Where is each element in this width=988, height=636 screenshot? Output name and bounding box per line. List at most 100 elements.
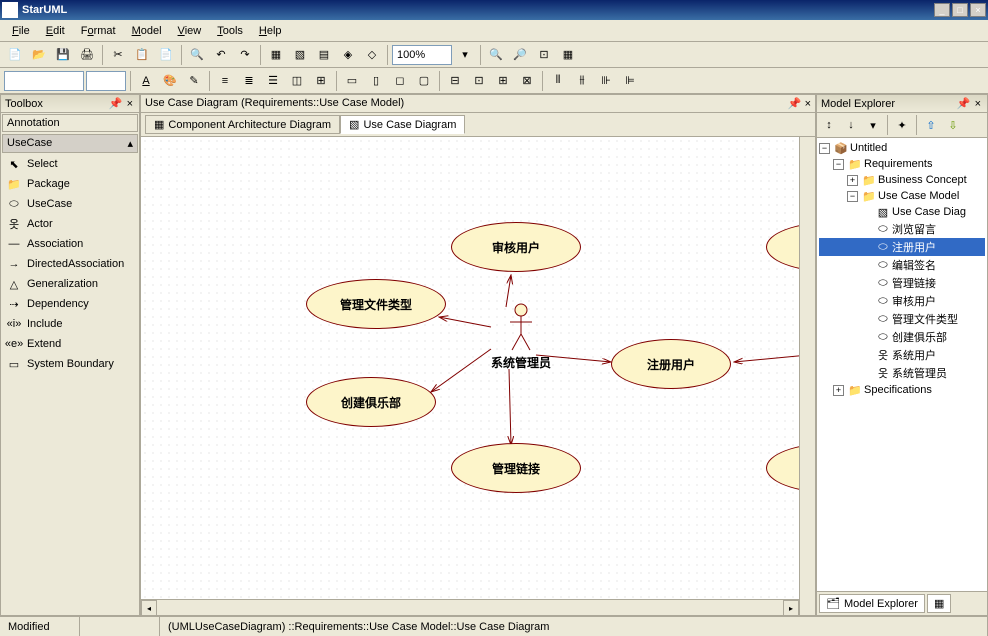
tree-node[interactable]: ▧Use Case Diag (819, 204, 985, 220)
find-icon[interactable]: 🔍 (186, 44, 208, 66)
toolbox-item-actor[interactable]: 옷Actor (1, 214, 139, 234)
layout-icon[interactable]: ▢ (413, 70, 435, 92)
toolbox-item-association[interactable]: ―Association (1, 234, 139, 254)
model-tree[interactable]: −📦Untitled−📁Requirements+📁Business Conce… (817, 138, 987, 591)
tool-icon[interactable]: ▦ (265, 44, 287, 66)
up-icon[interactable]: ⇧ (921, 115, 941, 135)
close-icon[interactable]: × (125, 98, 135, 110)
tool-icon[interactable]: ◈ (337, 44, 359, 66)
copy-icon[interactable]: 📋 (131, 44, 153, 66)
down-icon[interactable]: ⇩ (943, 115, 963, 135)
tree-node[interactable]: ⬭注册用户 (819, 238, 985, 256)
align-icon[interactable]: ◫ (286, 70, 308, 92)
minimize-button[interactable]: _ (934, 3, 950, 17)
tab-component[interactable]: ▦ Component Architecture Diagram (145, 115, 340, 134)
tab-usecase[interactable]: ▧ Use Case Diagram (340, 115, 465, 134)
toolbox-item-system-boundary[interactable]: ▭System Boundary (1, 354, 139, 374)
save-icon[interactable]: 💾 (52, 44, 74, 66)
tool-icon[interactable]: ▤ (313, 44, 335, 66)
fontsize-combo[interactable] (86, 71, 126, 91)
toolbox-item-package[interactable]: 📁Package (1, 174, 139, 194)
arrange-icon[interactable]: ⊞ (492, 70, 514, 92)
layout-icon[interactable]: ▯ (365, 70, 387, 92)
tree-node[interactable]: ⬭编辑签名 (819, 256, 985, 274)
usecase-node[interactable]: 创建俱乐部 (306, 377, 436, 427)
close-button[interactable]: × (970, 3, 986, 17)
tree-node[interactable]: +📁Specifications (819, 382, 985, 398)
actor-node[interactable]: 系统管理员 (491, 302, 551, 371)
tree-node[interactable]: −📁Use Case Model (819, 188, 985, 204)
fill-color-icon[interactable]: 🎨 (159, 70, 181, 92)
toolbox-section-annotation[interactable]: Annotation (2, 114, 138, 132)
align-icon[interactable]: ≡ (214, 70, 236, 92)
tool-icon[interactable]: ▧ (289, 44, 311, 66)
usecase-node[interactable]: 注册用户 (611, 339, 731, 389)
menu-edit[interactable]: Edit (38, 23, 73, 39)
usecase-node[interactable]: 管理链接 (451, 443, 581, 493)
align-icon[interactable]: ≣ (238, 70, 260, 92)
pin-icon[interactable]: 📌 (107, 97, 125, 110)
grid-icon[interactable]: ▦ (557, 44, 579, 66)
paste-icon[interactable]: 📄 (155, 44, 177, 66)
tree-node[interactable]: 옷系统用户 (819, 346, 985, 364)
menu-view[interactable]: View (170, 23, 210, 39)
scrollbar-horizontal[interactable]: ◂ ▸ (141, 599, 799, 615)
menu-help[interactable]: Help (251, 23, 290, 39)
distribute-icon[interactable]: ⊪ (595, 70, 617, 92)
sort-icon[interactable]: ↕ (819, 115, 839, 135)
tree-node[interactable]: ⬭审核用户 (819, 292, 985, 310)
distribute-icon[interactable]: ⫵ (571, 70, 593, 92)
font-combo[interactable] (4, 71, 84, 91)
arrange-icon[interactable]: ⊟ (444, 70, 466, 92)
toolbox-item-usecase[interactable]: ⬭UseCase (1, 194, 139, 214)
usecase-node[interactable]: 编辑签名 (766, 443, 799, 493)
tab-model-explorer[interactable]: 🗂 Model Explorer (819, 594, 925, 613)
open-icon[interactable]: 📂 (28, 44, 50, 66)
tree-node[interactable]: −📁Requirements (819, 156, 985, 172)
undo-icon[interactable]: ↶ (210, 44, 232, 66)
filter-icon[interactable]: ▾ (863, 115, 883, 135)
usecase-node[interactable]: 管理文件类型 (306, 279, 446, 329)
menu-model[interactable]: Model (124, 23, 170, 39)
sort-icon[interactable]: ↓ (841, 115, 861, 135)
layout-icon[interactable]: ◻ (389, 70, 411, 92)
print-icon[interactable]: 🖨 (76, 44, 98, 66)
zoom-out-icon[interactable]: 🔎 (509, 44, 531, 66)
scroll-left-icon[interactable]: ◂ (141, 600, 157, 616)
refresh-icon[interactable]: ✦ (892, 115, 912, 135)
close-icon[interactable]: × (973, 98, 983, 110)
layout-icon[interactable]: ▭ (341, 70, 363, 92)
usecase-node[interactable]: 浏览留言 (766, 222, 799, 272)
tree-node[interactable]: ⬭管理链接 (819, 274, 985, 292)
toolbox-section-usecase[interactable]: UseCase▴ (2, 134, 138, 153)
redo-icon[interactable]: ↷ (234, 44, 256, 66)
tab-other[interactable]: ▦ (927, 594, 951, 613)
align-icon[interactable]: ⊞ (310, 70, 332, 92)
cut-icon[interactable]: ✂ (107, 44, 129, 66)
distribute-icon[interactable]: ⊫ (619, 70, 641, 92)
tree-node[interactable]: +📁Business Concept (819, 172, 985, 188)
chevron-down-icon[interactable]: ▾ (454, 44, 476, 66)
diagram-canvas[interactable]: 审核用户浏览留言管理文件类型注册用户创建俱乐部管理链接编辑签名系统管理员系统用户 (141, 137, 799, 599)
distribute-icon[interactable]: ⫴ (547, 70, 569, 92)
toolbox-item-dependency[interactable]: ⇢Dependency (1, 294, 139, 314)
usecase-node[interactable]: 审核用户 (451, 222, 581, 272)
arrange-icon[interactable]: ⊡ (468, 70, 490, 92)
tree-node[interactable]: ⬭浏览留言 (819, 220, 985, 238)
pin-icon[interactable]: 📌 (955, 97, 973, 110)
tree-node[interactable]: ⬭创建俱乐部 (819, 328, 985, 346)
tree-node[interactable]: ⬭管理文件类型 (819, 310, 985, 328)
font-color-icon[interactable]: A (135, 70, 157, 92)
menu-tools[interactable]: Tools (209, 23, 251, 39)
align-icon[interactable]: ☰ (262, 70, 284, 92)
scroll-right-icon[interactable]: ▸ (783, 600, 799, 616)
new-icon[interactable]: 📄 (4, 44, 26, 66)
toolbox-item-directedassociation[interactable]: →DirectedAssociation (1, 254, 139, 274)
maximize-button[interactable]: □ (952, 3, 968, 17)
zoom-combo[interactable]: 100% (392, 45, 452, 65)
tree-node[interactable]: 옷系统管理员 (819, 364, 985, 382)
arrange-icon[interactable]: ⊠ (516, 70, 538, 92)
scrollbar-vertical[interactable] (799, 137, 815, 615)
tree-node[interactable]: −📦Untitled (819, 140, 985, 156)
line-color-icon[interactable]: ✎ (183, 70, 205, 92)
